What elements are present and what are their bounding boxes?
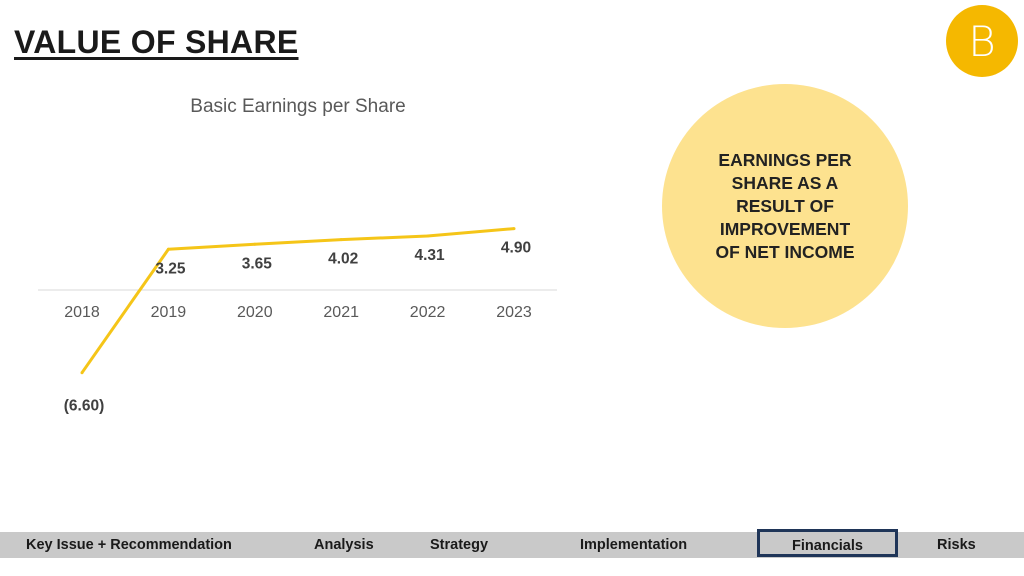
data-point	[426, 234, 430, 238]
data-label: 4.31	[415, 247, 446, 264]
callout-text: EARNINGS PER SHARE AS A RESULT OF IMPROV…	[715, 149, 855, 262]
x-tick-label: 2023	[496, 304, 532, 321]
x-tick-label: 2018	[64, 304, 100, 321]
data-point	[166, 247, 170, 251]
series-line	[80, 227, 515, 374]
x-tick-label: 2022	[410, 304, 446, 321]
brand-logo: B	[946, 5, 1018, 77]
logo-letter: B	[968, 16, 996, 66]
nav-key-issue[interactable]: Key Issue + Recommendation	[26, 537, 232, 553]
nav-financials[interactable]: Financials	[757, 529, 898, 557]
data-label: 4.02	[328, 251, 358, 268]
data-point	[339, 238, 343, 242]
nav-analysis[interactable]: Analysis	[314, 537, 374, 553]
bottom-nav: Key Issue + Recommendation Analysis Stra…	[0, 529, 1024, 558]
eps-line-chart: Basic Earnings per Share 2018 2019 2020 2021…	[38, 96, 557, 415]
x-tick-label: 2020	[237, 304, 273, 321]
nav-risks[interactable]: Risks	[937, 537, 976, 553]
x-tick-label: 2021	[323, 304, 359, 321]
data-label: (6.60)	[64, 398, 105, 415]
data-point	[512, 227, 516, 231]
callout-circle: EARNINGS PER SHARE AS A RESULT OF IMPROV…	[662, 84, 908, 328]
nav-implementation[interactable]: Implementation	[580, 537, 688, 553]
data-point	[253, 242, 257, 246]
x-tick-label: 2019	[151, 304, 187, 321]
nav-strategy[interactable]: Strategy	[430, 537, 489, 553]
data-label: 3.65	[242, 255, 273, 272]
data-point	[80, 371, 84, 375]
chart-title: Basic Earnings per Share	[190, 96, 405, 117]
page-title: VALUE OF SHARE	[14, 24, 299, 60]
data-label: 4.90	[501, 240, 531, 257]
data-label: 3.25	[155, 260, 186, 277]
